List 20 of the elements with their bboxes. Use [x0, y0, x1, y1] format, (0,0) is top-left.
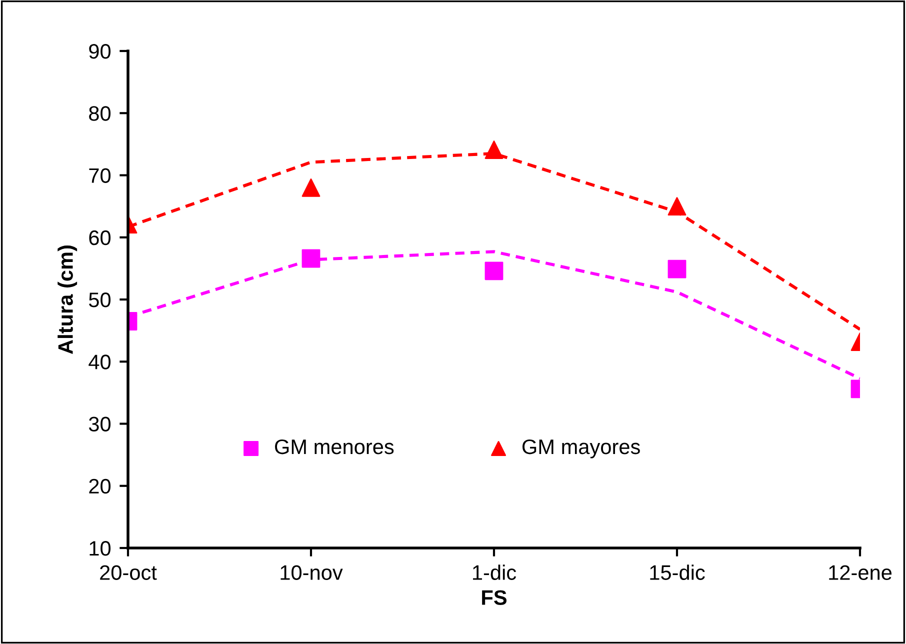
x-tick-label: 1-dic — [473, 564, 516, 580]
point — [484, 140, 504, 159]
x-tick-label: 20-oct — [100, 565, 157, 580]
y-axis-title: Altura (cm) — [58, 246, 78, 354]
y-tick-label: 40 — [88, 354, 111, 370]
y-tick-label: 50 — [88, 292, 111, 308]
x-tick-label: 10-nov — [280, 565, 343, 580]
y-tick-label: 80 — [89, 106, 111, 121]
legend-label: GM menores — [275, 439, 394, 454]
x-tick-label: 15-dic — [650, 564, 705, 580]
y-tick-label: 10 — [90, 541, 111, 556]
y-tick-label: 90 — [89, 44, 111, 59]
y-tick-label: 30 — [88, 416, 111, 432]
point — [484, 262, 504, 280]
x-axis-title: FS — [482, 590, 506, 605]
x-tick-label: 12-ene — [829, 565, 892, 580]
legend-label: GM mayores — [522, 439, 640, 458]
y-tick-label: 60 — [89, 230, 111, 246]
y-tick-label: 70 — [89, 168, 111, 184]
y-tick-label: 20 — [89, 478, 111, 494]
